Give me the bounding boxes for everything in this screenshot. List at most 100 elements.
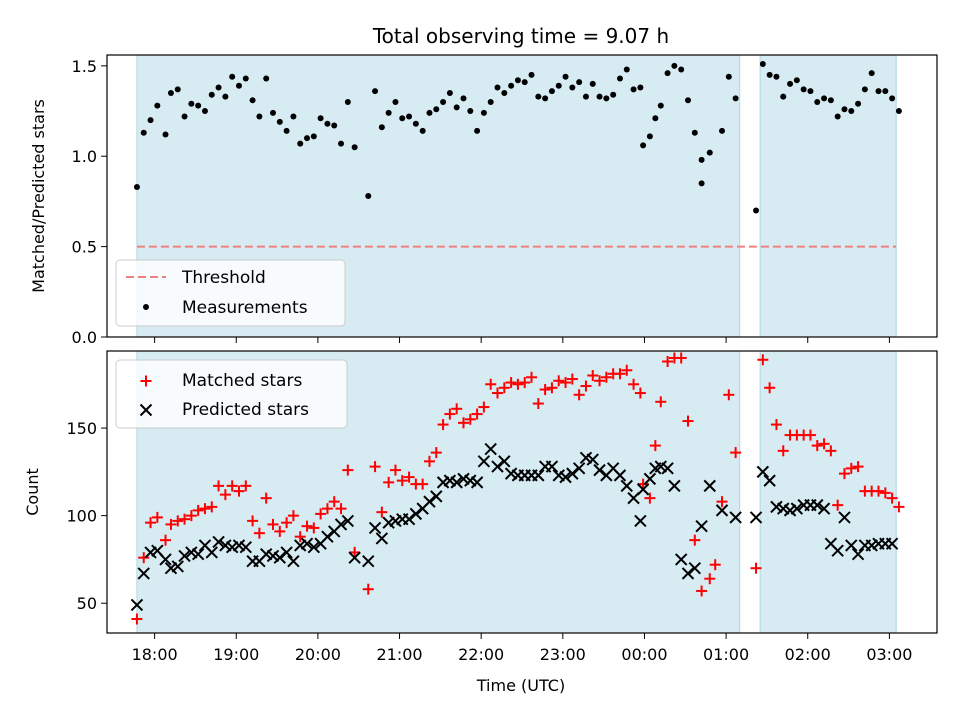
measurement-point xyxy=(154,102,161,109)
measurement-point xyxy=(706,149,713,156)
measurement-point xyxy=(882,88,889,95)
observing-window xyxy=(760,55,897,337)
predicted-star-point xyxy=(593,463,606,477)
predicted-star-point xyxy=(674,553,688,566)
measurement-point xyxy=(787,80,794,87)
measurement-point xyxy=(759,61,766,68)
measurement-point xyxy=(875,88,882,95)
predicted-star-point xyxy=(464,474,477,487)
measurement-point xyxy=(419,127,426,134)
predicted-star-point xyxy=(851,547,865,561)
measurement-point xyxy=(276,118,283,125)
measurement-point xyxy=(501,89,508,96)
legend-box xyxy=(115,359,348,429)
predicted-star-point xyxy=(470,476,484,489)
measurement-point xyxy=(780,93,787,100)
x-tick-label: 02:00 xyxy=(785,645,831,664)
measurement-point xyxy=(310,133,317,140)
measurement-point xyxy=(691,129,698,136)
measurement-point xyxy=(671,62,678,69)
x-tick-label: 23:00 xyxy=(540,645,586,664)
measurement-point xyxy=(753,207,760,214)
measurement-point xyxy=(814,99,821,105)
measurement-point xyxy=(235,82,242,89)
predicted-star-point xyxy=(239,540,252,554)
predicted-star-point xyxy=(321,530,334,543)
predicted-star-point xyxy=(620,479,633,493)
measurement-point xyxy=(460,95,467,102)
measurement-point xyxy=(249,97,256,104)
measurement-point xyxy=(848,108,855,115)
measurement-point xyxy=(494,84,501,91)
measurement-point xyxy=(351,144,358,151)
measurement-point xyxy=(576,79,583,86)
measurement-point xyxy=(317,115,324,122)
y-tick-label: 50 xyxy=(77,594,97,613)
predicted-star-point xyxy=(259,547,273,561)
y-tick-label: 0.0 xyxy=(72,328,97,347)
measurement-point xyxy=(855,100,862,107)
predicted-star-point xyxy=(171,560,184,573)
measurement-point xyxy=(834,113,841,120)
predicted-star-point xyxy=(636,483,650,496)
measurement-point xyxy=(827,97,834,104)
measurement-point xyxy=(895,108,902,115)
predicted-star-point xyxy=(375,532,389,545)
predicted-star-point xyxy=(756,465,770,479)
predicted-star-point xyxy=(572,462,586,475)
measurement-point xyxy=(508,82,515,89)
predicted-star-point xyxy=(763,474,776,487)
x-tick-label: 21:00 xyxy=(376,645,422,664)
predicted-star-point xyxy=(159,553,172,566)
measurement-point xyxy=(889,95,896,102)
predicted-star-point xyxy=(266,549,280,563)
measurement-point xyxy=(324,120,331,127)
measurement-point xyxy=(616,75,623,82)
measurement-point xyxy=(623,66,630,73)
legend-measurements-swatch xyxy=(143,304,149,310)
measurement-point xyxy=(698,156,705,163)
predicted-star-point xyxy=(273,551,287,564)
predicted-star-point xyxy=(491,460,504,473)
predicted-star-point xyxy=(232,539,246,552)
predicted-star-point xyxy=(151,544,164,557)
measurement-point xyxy=(331,122,338,129)
measurement-point xyxy=(399,115,406,122)
measurement-point xyxy=(392,99,399,105)
measurement-point xyxy=(140,129,147,136)
predicted-star-point xyxy=(634,514,647,528)
measurement-point xyxy=(807,88,814,95)
predicted-star-point xyxy=(484,442,497,456)
legend-box xyxy=(115,259,346,327)
predicted-star-point xyxy=(219,539,232,552)
measurement-point xyxy=(147,117,154,124)
measurement-point xyxy=(514,77,521,84)
predicted-star-point xyxy=(198,539,212,552)
measurement-point xyxy=(283,127,290,134)
measurement-point xyxy=(582,93,589,100)
measurement-point xyxy=(133,183,140,190)
bottom-xlabel: Time (UTC) xyxy=(476,676,565,695)
measurement-point xyxy=(630,86,637,93)
predicted-star-point xyxy=(450,476,463,489)
predicted-star-point xyxy=(457,472,470,486)
predicted-star-point xyxy=(811,498,824,512)
predicted-star-point xyxy=(790,502,804,515)
predicted-star-point xyxy=(579,451,593,465)
measurement-point xyxy=(406,113,413,120)
predicted-star-point xyxy=(838,511,851,524)
measurement-point xyxy=(365,193,372,199)
predicted-star-point xyxy=(334,518,348,531)
measurement-point xyxy=(685,97,691,104)
measurement-point xyxy=(841,106,848,113)
x-tick-label: 20:00 xyxy=(295,645,341,664)
predicted-star-point xyxy=(606,462,620,475)
measurement-point xyxy=(440,99,447,105)
measurement-point xyxy=(338,140,345,147)
top-plot-area: 0.0 0.5 1.0 1.5 Threshold Measurements xyxy=(72,54,938,347)
predicted-star-point xyxy=(300,537,314,550)
predicted-star-point xyxy=(703,479,716,493)
y-tick-label: 100 xyxy=(66,507,97,526)
measurement-point xyxy=(304,135,311,142)
predicted-star-point xyxy=(130,598,144,612)
